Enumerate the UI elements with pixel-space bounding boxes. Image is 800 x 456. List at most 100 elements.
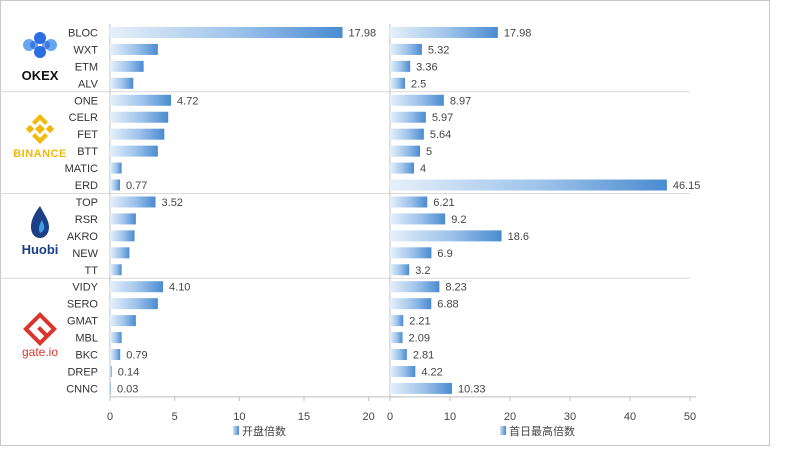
data-label: 3.2 [415, 265, 430, 277]
legend-swatch [233, 426, 239, 435]
x-tick-label: 0 [387, 411, 393, 423]
bar [390, 26, 498, 38]
data-label: 46.15 [673, 180, 701, 192]
bar [110, 162, 122, 174]
bar [390, 315, 404, 327]
bar [110, 145, 158, 157]
bar [390, 94, 444, 106]
okex-logo: OKEX [22, 32, 59, 83]
bar [110, 94, 172, 106]
x-tick-label: 20 [363, 411, 375, 423]
category-label: MBL [75, 333, 98, 345]
category-label: NEW [72, 248, 98, 260]
x-tick-label: 10 [233, 411, 245, 423]
category-label: CELR [69, 112, 98, 124]
bar [390, 77, 405, 89]
category-label: TOP [76, 197, 98, 209]
category-label: RSR [75, 214, 98, 226]
data-label: 4 [420, 163, 426, 175]
data-label: 0.79 [126, 350, 147, 362]
data-label: 4.22 [421, 366, 442, 378]
x-tick-label: 20 [504, 411, 516, 423]
data-label: 2.21 [409, 316, 430, 328]
bar [110, 264, 122, 276]
x-tick-label: 5 [172, 411, 178, 423]
data-label: 18.6 [508, 231, 529, 243]
category-label: ONE [74, 95, 98, 107]
legend-swatch [500, 426, 506, 435]
data-label: 6.88 [437, 299, 458, 311]
x-tick-label: 0 [107, 411, 113, 423]
x-tick-label: 10 [444, 411, 456, 423]
category-label: VIDY [72, 282, 98, 294]
data-label: 6.9 [437, 248, 452, 260]
bar [390, 281, 440, 293]
okex-logo-text: OKEX [22, 68, 59, 83]
bar [390, 382, 452, 394]
category-label: GMAT [67, 316, 98, 328]
binance-logo: BINANCE [13, 114, 67, 160]
category-label: FET [77, 129, 98, 141]
bar [390, 179, 667, 191]
bar [110, 315, 136, 327]
bar [390, 264, 410, 276]
category-label: MATIC [65, 163, 98, 175]
x-tick-label: 40 [624, 411, 636, 423]
data-label: 4.10 [169, 282, 190, 294]
data-label: 0.14 [118, 366, 139, 378]
bar [390, 298, 432, 310]
bar [110, 26, 343, 38]
category-label: DREP [67, 366, 98, 378]
bar [390, 60, 411, 72]
bar [110, 179, 120, 191]
category-label: AKRO [67, 231, 99, 243]
huobi-logo-text: Huobi [22, 242, 59, 257]
binance-logo-text: BINANCE [13, 148, 67, 160]
bar [390, 111, 426, 123]
category-label: TT [85, 265, 99, 277]
data-label: 5.97 [432, 112, 453, 124]
data-label: 6.21 [433, 197, 454, 209]
bar [110, 365, 112, 377]
bar [110, 298, 158, 310]
category-label: CNNC [66, 383, 98, 395]
data-label: 8.97 [450, 95, 471, 107]
bar [390, 213, 446, 225]
bar [110, 281, 164, 293]
bar [110, 332, 122, 344]
category-label: ETM [75, 61, 98, 73]
bar [110, 247, 130, 259]
legend-label: 开盘倍数 [242, 424, 286, 438]
data-label: 17.98 [504, 27, 532, 39]
category-label: WXT [74, 44, 99, 56]
bar [390, 247, 432, 259]
bar [390, 43, 422, 55]
data-label: 5 [426, 146, 432, 158]
data-label: 0.03 [117, 383, 138, 395]
category-label: BLOC [68, 27, 98, 39]
data-label: 0.77 [126, 180, 147, 192]
data-label: 17.98 [349, 27, 377, 39]
data-label: 8.23 [445, 282, 466, 294]
bar [110, 382, 111, 394]
data-label: 2.09 [409, 333, 430, 345]
bar [110, 230, 135, 242]
data-label: 2.5 [411, 78, 426, 90]
x-tick-label: 15 [298, 411, 310, 423]
category-label: BKC [75, 350, 98, 362]
bar [110, 60, 144, 72]
data-label: 5.64 [430, 129, 451, 141]
bar [110, 196, 156, 208]
category-label: BTT [77, 146, 98, 158]
category-label: SERO [67, 299, 99, 311]
data-label: 9.2 [451, 214, 466, 226]
bar [390, 349, 407, 361]
gateio-logo-text: gate.io [22, 345, 58, 359]
bar [110, 43, 158, 55]
data-label: 3.36 [416, 61, 437, 73]
bar [390, 128, 424, 140]
data-label: 4.72 [177, 95, 198, 107]
x-tick-label: 50 [684, 411, 696, 423]
legend-label: 首日最高倍数 [509, 424, 575, 438]
